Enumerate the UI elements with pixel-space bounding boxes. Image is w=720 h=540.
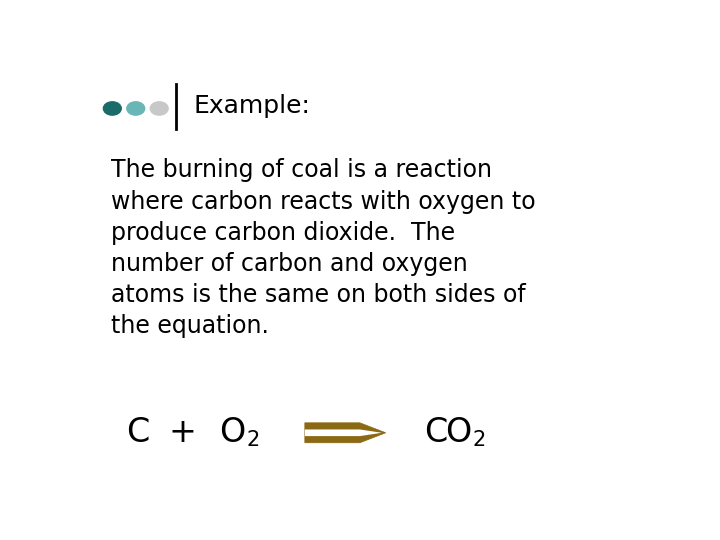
Circle shape bbox=[150, 102, 168, 115]
Text: O: O bbox=[445, 416, 472, 449]
Polygon shape bbox=[305, 423, 386, 443]
Text: O: O bbox=[219, 416, 246, 449]
Text: 2: 2 bbox=[473, 430, 486, 450]
Text: C: C bbox=[126, 416, 149, 449]
Text: where carbon reacts with oxygen to: where carbon reacts with oxygen to bbox=[111, 190, 536, 213]
Text: number of carbon and oxygen: number of carbon and oxygen bbox=[111, 252, 468, 276]
Text: Example:: Example: bbox=[193, 94, 310, 118]
Text: atoms is the same on both sides of: atoms is the same on both sides of bbox=[111, 283, 526, 307]
Text: the equation.: the equation. bbox=[111, 314, 269, 338]
Text: C: C bbox=[424, 416, 448, 449]
Text: produce carbon dioxide.  The: produce carbon dioxide. The bbox=[111, 221, 455, 245]
Circle shape bbox=[127, 102, 145, 115]
Circle shape bbox=[104, 102, 121, 115]
Text: The burning of coal is a reaction: The burning of coal is a reaction bbox=[111, 158, 492, 183]
Text: +: + bbox=[168, 416, 196, 449]
Text: 2: 2 bbox=[247, 430, 260, 450]
Polygon shape bbox=[305, 429, 382, 436]
